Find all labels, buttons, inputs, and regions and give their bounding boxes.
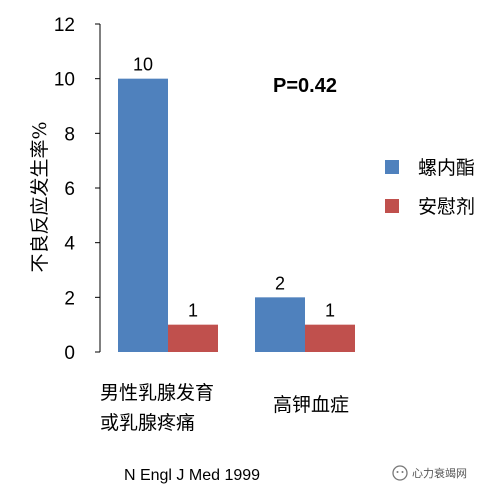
data-label: 10 [133, 55, 153, 75]
data-label: 1 [188, 301, 198, 321]
bar [168, 324, 218, 352]
bar [255, 297, 305, 352]
bar [305, 324, 355, 352]
y-tick-label: 8 [64, 124, 75, 145]
y-tick-label: 2 [64, 288, 75, 309]
data-label: 2 [275, 273, 285, 293]
source-citation: N Engl J Med 1999 [124, 467, 260, 484]
y-tick-label: 10 [54, 70, 75, 91]
data-label: 1 [325, 301, 335, 321]
y-axis: 0 2 4 6 8 10 12 [54, 15, 101, 364]
category-label: 高钾血症 [273, 394, 349, 416]
legend-swatch [385, 199, 399, 213]
bars [118, 78, 355, 353]
watermark-text: 心力衰竭网 [412, 466, 467, 480]
y-tick-label: 6 [64, 179, 75, 200]
wechat-icon [392, 465, 408, 481]
category-label: 或乳腺疼痛 [100, 412, 195, 434]
data-labels: 10 1 2 1 [133, 55, 335, 321]
legend-swatch [385, 160, 399, 174]
y-tick-label: 4 [64, 234, 75, 255]
p-value-annotation: P=0.42 [273, 75, 337, 97]
category-label: 男性乳腺发育 [100, 382, 214, 404]
y-tick-label: 12 [54, 15, 75, 36]
y-tick-label: 0 [64, 343, 75, 364]
legend-entry: 螺内酯 [418, 157, 475, 179]
bar [118, 78, 168, 353]
y-axis-label: 不良反应发生率% [29, 121, 51, 272]
legend-entry: 安慰剂 [418, 196, 475, 218]
watermark: 心力衰竭网 [392, 465, 467, 481]
